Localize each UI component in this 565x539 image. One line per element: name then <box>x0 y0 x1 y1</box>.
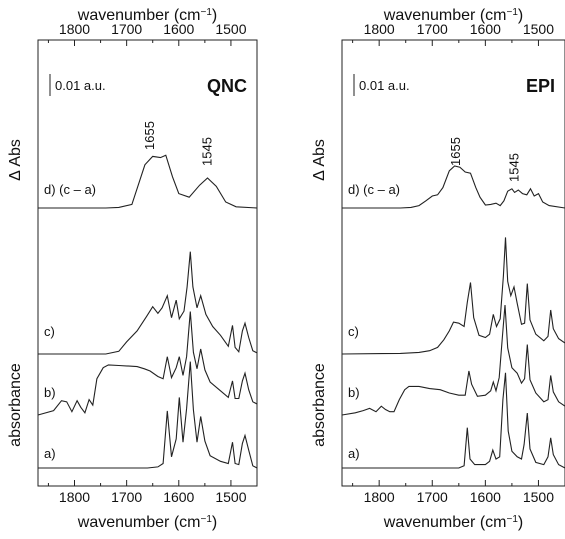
tick-label-top: 1500 <box>215 21 246 37</box>
panel-qnc: 1800 1800 1700 1700 1600 1600 1500 1500 Δ Abs abs… <box>7 21 258 505</box>
x-axis-title-bottom: wavenumber (cm−1) <box>383 514 523 532</box>
series-label: b) <box>44 385 56 400</box>
x-axis-title-top: wavenumber (cm−1) <box>77 7 217 25</box>
y-axis-title-delta-abs: Δ Abs <box>311 139 328 181</box>
tick-label-top: 1800 <box>59 21 90 37</box>
x-axis-title-top: wavenumber (cm−1) <box>383 7 523 25</box>
y-axis-title-absorbance: absorbance <box>7 363 24 447</box>
series-label: a) <box>44 446 56 461</box>
tick-label-top: 1600 <box>163 21 194 37</box>
trace-b <box>37 311 258 416</box>
series-label: c) <box>44 324 55 339</box>
tick-label-top: 1800 <box>364 21 395 37</box>
x-axis-title-bottom: wavenumber (cm−1) <box>77 514 217 532</box>
panel-title: QNC <box>207 76 247 96</box>
y-axis-title-absorbance: absorbance <box>311 363 328 447</box>
series-label: a) <box>348 446 360 461</box>
plot-frame <box>37 39 258 487</box>
panel-epi: 1800 1800 1700 1700 1600 1600 1500 1500 Δ Abs abs… <box>311 21 565 505</box>
tick-label-bottom: 1600 <box>163 489 194 505</box>
series-label: b) <box>348 385 360 400</box>
tick-label-bottom: 1500 <box>523 489 554 505</box>
tick-label-bottom: 1700 <box>417 489 448 505</box>
trace-b <box>341 304 565 416</box>
tick-label-bottom: 1500 <box>215 489 246 505</box>
panel-title: EPI <box>526 76 555 96</box>
tick-label-top: 1600 <box>470 21 501 37</box>
tick-label-bottom: 1700 <box>111 489 142 505</box>
trace-a <box>342 372 565 469</box>
scale-bar-label: 0.01 a.u. <box>55 78 106 93</box>
tick-label-top: 1500 <box>523 21 554 37</box>
tick-label-bottom: 1800 <box>364 489 395 505</box>
trace-a <box>38 361 258 469</box>
series-label: c) <box>348 324 359 339</box>
trace-difference <box>38 154 258 209</box>
tick-label-bottom: 1600 <box>470 489 501 505</box>
trace-c <box>38 251 258 355</box>
plot-frame <box>341 39 565 487</box>
tick-label-top: 1700 <box>417 21 448 37</box>
trace-difference <box>342 165 565 209</box>
peak-annotation: 1545 <box>199 137 214 166</box>
tick-label-top: 1700 <box>111 21 142 37</box>
tick-label-bottom: 1800 <box>59 489 90 505</box>
peak-annotation: 1655 <box>142 121 157 150</box>
series-label: d) (c – a) <box>44 182 96 197</box>
series-label: d) (c – a) <box>348 182 400 197</box>
trace-c <box>341 237 565 355</box>
peak-annotation: 1655 <box>448 137 463 166</box>
scale-bar-label: 0.01 a.u. <box>359 78 410 93</box>
peak-annotation: 1545 <box>507 153 522 182</box>
y-axis-title-delta-abs: Δ Abs <box>7 139 24 181</box>
